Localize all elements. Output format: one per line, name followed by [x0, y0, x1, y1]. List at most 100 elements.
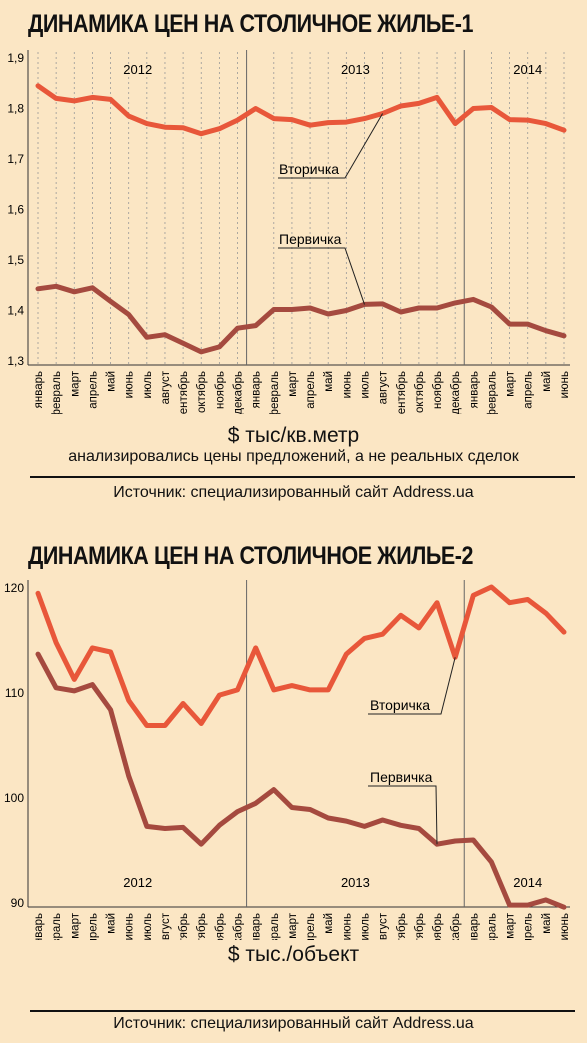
year-label: 2013	[341, 875, 370, 890]
leader-line	[368, 785, 438, 845]
year-label: 2013	[341, 62, 370, 77]
x-tick-label: май	[541, 913, 553, 934]
y-tick-label: 1,4	[7, 304, 24, 318]
x-tick-label: май	[541, 371, 553, 392]
chart1-source: Источник: специализированный сайт Addres…	[113, 484, 474, 501]
x-tick-label: июль	[359, 371, 371, 399]
y-tick-label: 1,8	[7, 102, 24, 116]
x-tick-label: декабрь	[450, 913, 462, 940]
x-tick-label: январь	[468, 913, 480, 940]
x-tick-label: февраль	[51, 913, 63, 940]
divider	[30, 476, 575, 478]
chart2-unit-label: $ тыс./объект	[227, 943, 360, 966]
x-tick-label: июнь	[559, 913, 571, 940]
leader-line	[278, 113, 384, 179]
x-tick-label: сентябрь	[396, 371, 408, 414]
x-tick-label: май	[323, 371, 335, 392]
x-tick-label: август	[378, 370, 390, 404]
x-tick-label: июль	[359, 913, 371, 940]
x-tick-label: сентябрь	[396, 913, 408, 940]
series-line-secondary	[35, 584, 567, 728]
x-tick-label: ноябрь	[432, 913, 444, 940]
x-tick-label: март	[287, 912, 299, 938]
x-tick-label: май	[323, 913, 335, 934]
x-tick-label: январь	[251, 371, 263, 408]
x-tick-label: август	[378, 912, 390, 940]
chart1-unit-label: $ тыс/кв.метр	[227, 424, 360, 447]
x-tick-label: июнь	[559, 371, 571, 398]
y-tick-label: 110	[5, 686, 24, 700]
y-tick-label: 120	[4, 581, 24, 595]
x-tick-label: май	[106, 913, 118, 934]
x-tick-label: февраль	[486, 913, 498, 940]
x-tick-label: апрель	[87, 913, 99, 940]
leader-line	[368, 657, 456, 715]
x-tick-label: март	[69, 370, 81, 396]
x-tick-label: июнь	[124, 913, 136, 940]
x-tick-label: июль	[142, 913, 154, 940]
series-label: Первичка	[370, 769, 433, 785]
x-tick-label: март	[287, 370, 299, 396]
x-tick-label: ноябрь	[214, 371, 226, 409]
chart1-note: анализировались цены предложений, а не р…	[68, 448, 519, 465]
x-tick-label: октябрь	[414, 913, 426, 940]
x-tick-label: февраль	[269, 913, 281, 940]
x-tick-label: март	[505, 912, 517, 938]
y-tick-label: 90	[11, 896, 25, 910]
x-tick-label: февраль	[51, 371, 63, 414]
x-tick-label: декабрь	[233, 913, 245, 940]
x-tick-label: январь	[33, 371, 45, 408]
series-line-secondary	[35, 83, 567, 137]
x-tick-label: октябрь	[196, 913, 208, 940]
chart2-title: ДИНАМИКА ЦЕН НА СТОЛИЧНОЕ ЖИЛЬЕ-2	[28, 542, 474, 570]
chart1-title: ДИНАМИКА ЦЕН НА СТОЛИЧНОЕ ЖИЛЬЕ-1	[28, 10, 474, 38]
x-tick-label: ноябрь	[214, 913, 226, 940]
year-label: 2014	[513, 62, 542, 77]
x-tick-label: ноябрь	[432, 371, 444, 409]
x-tick-label: сентябрь	[178, 371, 190, 414]
x-tick-label: август	[160, 912, 172, 940]
x-tick-label: апрель	[523, 371, 535, 409]
series-label: Вторичка	[279, 161, 339, 177]
series-label: Первичка	[279, 231, 342, 247]
x-tick-label: январь	[251, 913, 263, 940]
year-label: 2014	[513, 875, 542, 890]
y-tick-label: 1,9	[7, 51, 24, 65]
x-tick-label: февраль	[486, 371, 498, 414]
x-tick-label: июнь	[341, 913, 353, 940]
x-tick-label: июнь	[124, 371, 136, 398]
x-tick-label: апрель	[305, 913, 317, 940]
y-tick-label: 1,5	[7, 253, 24, 267]
x-tick-label: июль	[142, 371, 154, 399]
series-label: Вторичка	[370, 697, 430, 713]
x-tick-label: октябрь	[196, 371, 208, 413]
x-tick-label: март	[505, 370, 517, 396]
y-tick-label: 1,6	[7, 203, 24, 217]
year-label: 2012	[123, 875, 152, 890]
x-tick-label: январь	[468, 371, 480, 408]
series-line-primary	[35, 283, 567, 355]
x-tick-label: сентябрь	[178, 913, 190, 940]
x-tick-label: апрель	[523, 913, 535, 940]
y-tick-label: 1,3	[7, 354, 24, 368]
x-tick-label: декабрь	[450, 371, 462, 414]
x-tick-label: февраль	[269, 371, 281, 414]
x-tick-label: август	[160, 370, 172, 404]
x-tick-label: апрель	[87, 371, 99, 409]
divider	[30, 1010, 575, 1012]
year-label: 2012	[123, 62, 152, 77]
x-tick-label: апрель	[305, 371, 317, 409]
x-tick-label: октябрь	[414, 371, 426, 413]
leader-line	[278, 247, 365, 305]
x-tick-label: июнь	[341, 371, 353, 398]
series-line-primary	[35, 651, 567, 910]
x-tick-label: март	[69, 912, 81, 938]
x-tick-label: декабрь	[233, 371, 245, 414]
y-tick-label: 1,7	[7, 152, 24, 166]
y-tick-label: 100	[4, 791, 24, 805]
chart2-source: Источник: специализированный сайт Addres…	[113, 1015, 474, 1032]
x-tick-label: май	[106, 371, 118, 392]
x-tick-label: январь	[33, 913, 45, 940]
chart2-plot: 2012 2013 2014 90 100 110 120 январь февраль март…	[4, 580, 571, 940]
